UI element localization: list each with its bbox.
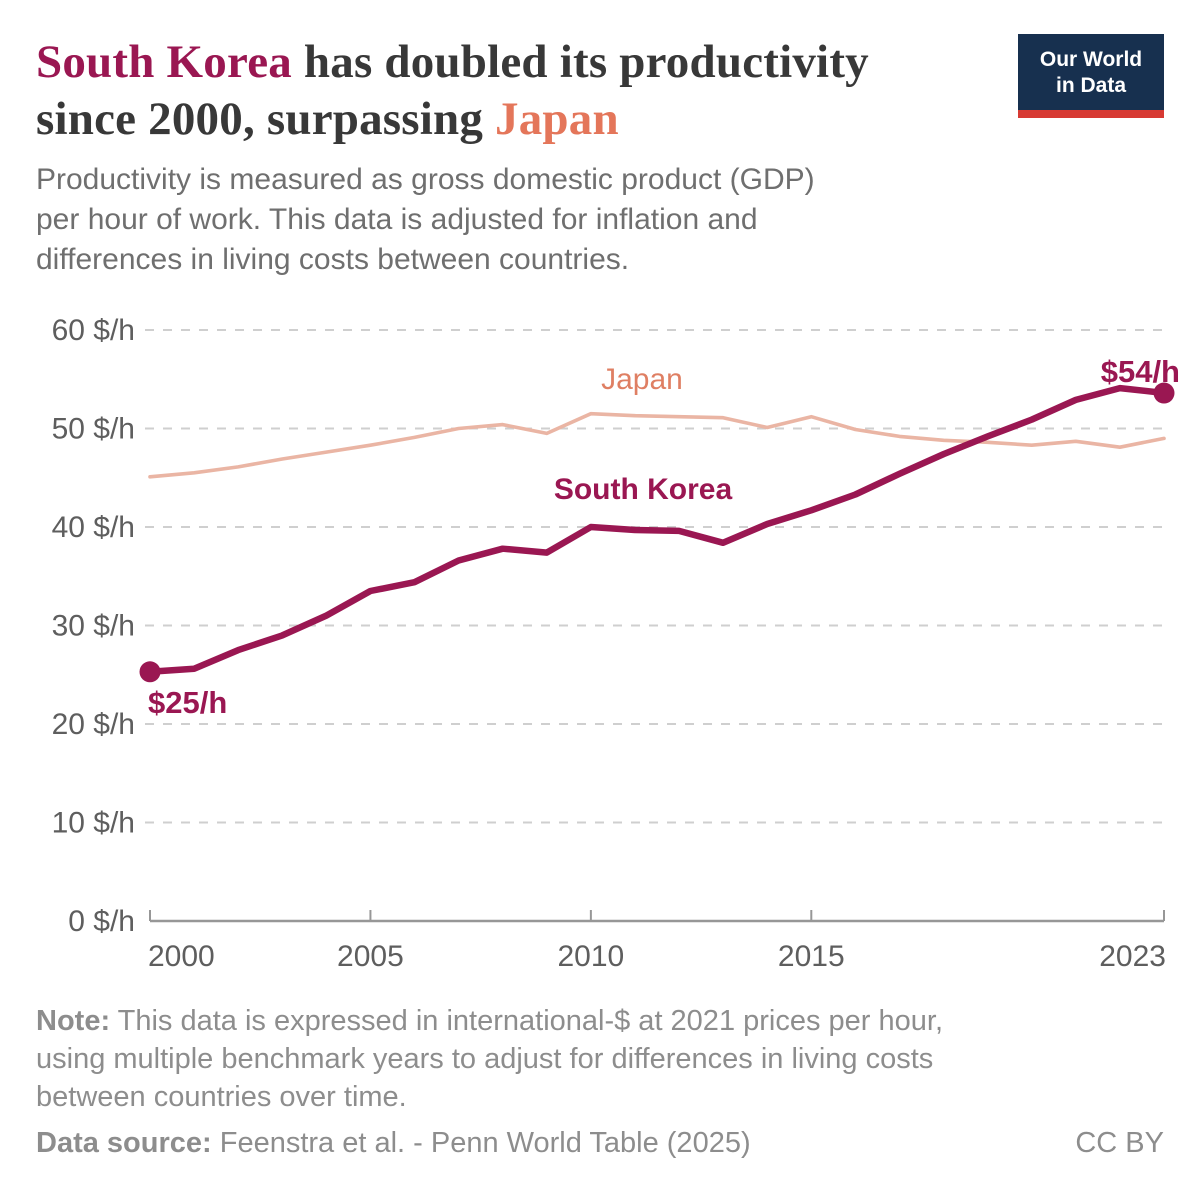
x-tick-label-2000: 2000	[148, 940, 215, 973]
data-source-text: Feenstra et al. - Penn World Table (2025…	[211, 1127, 751, 1159]
annotation-54h: $54/h	[1101, 354, 1180, 389]
owid-logo: Our World in Data	[1018, 34, 1164, 118]
y-tick-label-50: 50 $/h	[52, 413, 135, 446]
x-tick-label-2010: 2010	[557, 940, 624, 973]
data-source-label: Data source:	[36, 1127, 212, 1159]
title-segment-2: since 2000, surpassing	[36, 93, 496, 145]
y-tick-label-40: 40 $/h	[52, 511, 135, 544]
productivity-line-chart: 0 $/h 10 $/h 20 $/h 30 $/h 40 $/h 50 $/h 60 $/…	[52, 314, 1180, 973]
y-tick-label-30: 30 $/h	[52, 610, 135, 643]
line-japan	[148, 411, 1166, 479]
series-label-japan: Japan	[601, 363, 683, 396]
title-south-korea: South Korea	[36, 36, 292, 88]
footnote-label: Note:	[36, 1005, 111, 1037]
title-japan: Japan	[495, 93, 619, 145]
title-segment-1: has doubled its productivity	[291, 36, 869, 88]
data-source: Data source: Feenstra et al. - Penn Worl…	[36, 1124, 751, 1162]
source-row: Data source: Feenstra et al. - Penn Worl…	[36, 1124, 1164, 1162]
footnote: Note: This data is expressed in internat…	[36, 1002, 1036, 1116]
y-tick-label-60: 60 $/h	[52, 314, 135, 347]
chart-subtitle: Productivity is measured as gross domest…	[36, 163, 815, 276]
y-tick-label-10: 10 $/h	[52, 807, 135, 840]
line-south-korea	[146, 384, 1168, 676]
start-dot-south-korea	[139, 661, 161, 683]
x-tick-label-2005: 2005	[337, 940, 404, 973]
page-title: South Korea has doubled its productivity…	[36, 34, 869, 148]
y-tick-label-0: 0 $/h	[68, 905, 135, 938]
footnote-text: This data is expressed in international-…	[36, 1005, 944, 1113]
license-badge: CC BY	[1075, 1127, 1164, 1159]
end-dot-south-korea	[1153, 382, 1175, 404]
annotation-25h: $25/h	[148, 685, 227, 720]
x-tick-label-2023: 2023	[1099, 940, 1166, 973]
x-tick-label-2015: 2015	[778, 940, 845, 973]
y-tick-label-20: 20 $/h	[52, 708, 135, 741]
series-label-south-korea: South Korea	[554, 473, 733, 506]
